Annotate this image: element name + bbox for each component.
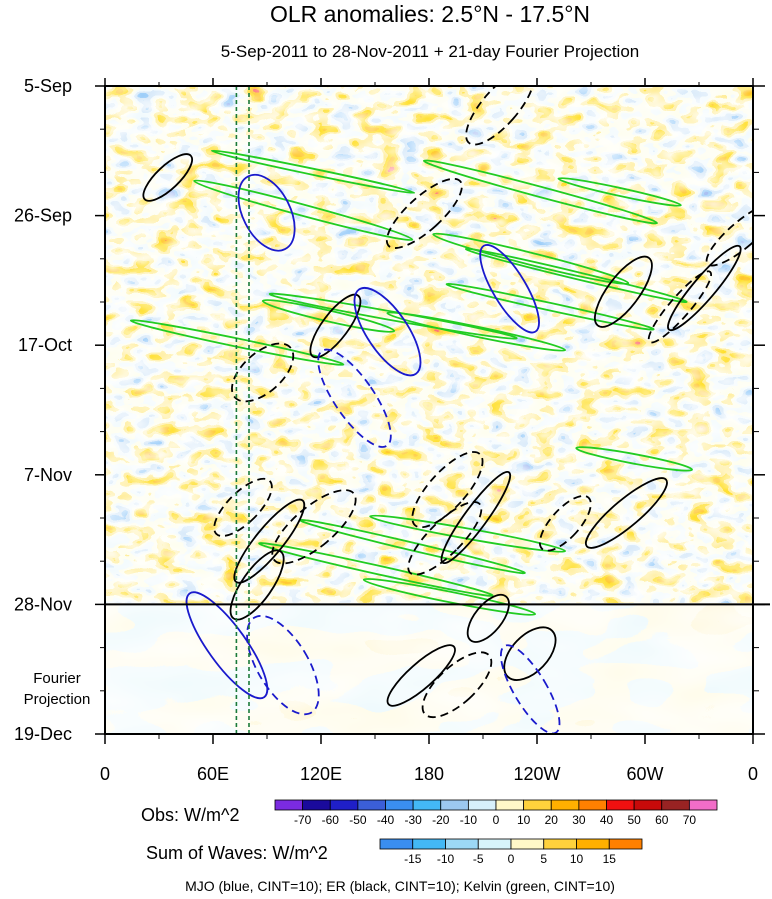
- hovmoller-chart: OLR anomalies: 2.5°N - 17.5°N 5-Sep-2011…: [0, 0, 772, 899]
- colorbar-box: [662, 800, 690, 810]
- y-tick-label: 17-Oct: [18, 335, 72, 355]
- colorbar-level-label: 40: [600, 813, 614, 827]
- colorbar-level-label: 15: [603, 852, 617, 866]
- colorbar-level-label: 70: [683, 813, 697, 827]
- colorbar-box: [468, 800, 496, 810]
- colorbar-level-label: -10: [437, 852, 455, 866]
- y-tick-label: 26-Sep: [14, 206, 72, 226]
- obs-colorbar-label: Obs: W/m^2: [141, 805, 239, 825]
- waves-colorbar: -15 -10 -5 0 5 10 15: [380, 839, 642, 866]
- colorbar-box: [544, 839, 577, 849]
- colorbar-level-label: -40: [377, 813, 395, 827]
- colorbar-box: [303, 800, 331, 810]
- plot-area: [105, 59, 772, 741]
- colorbar-box: [413, 839, 446, 849]
- colorbar-level-label: 30: [572, 813, 586, 827]
- colorbar-box: [330, 800, 358, 810]
- colorbar-box: [577, 839, 610, 849]
- colorbar-box: [358, 800, 386, 810]
- x-tick-label: 0: [100, 764, 110, 784]
- colorbar-level-label: 10: [570, 852, 584, 866]
- y-tick-label: 5-Sep: [24, 76, 72, 96]
- colorbar-level-label: -60: [322, 813, 340, 827]
- y-tick-label: 28-Nov: [14, 594, 72, 614]
- obs-colorbar: -70 -60 -50 -40 -30 -20 -10 0 10 20 30 40 50 60 70: [275, 800, 717, 827]
- colorbar-level-label: -30: [404, 813, 422, 827]
- colorbar-level-label: -5: [473, 852, 484, 866]
- x-tick-label: 180: [414, 764, 444, 784]
- chart-subtitle: 5-Sep-2011 to 28-Nov-2011 + 21-day Fouri…: [221, 42, 639, 61]
- colorbar-box: [496, 800, 524, 810]
- colorbar-level-label: -10: [460, 813, 478, 827]
- colorbar-box: [441, 800, 469, 810]
- colorbar-level-label: -50: [349, 813, 367, 827]
- colorbar-box: [579, 800, 607, 810]
- colorbar-level-label: 60: [655, 813, 669, 827]
- colorbar-level-label: -15: [404, 852, 422, 866]
- x-tick-label: 120W: [513, 764, 560, 784]
- waves-colorbar-label: Sum of Waves: W/m^2: [146, 843, 328, 863]
- y-tick-label: 19-Dec: [14, 724, 72, 744]
- colorbar-box: [551, 800, 579, 810]
- colorbar-box: [275, 800, 303, 810]
- x-tick-label: 120E: [300, 764, 342, 784]
- colorbar-level-label: 20: [545, 813, 559, 827]
- contour-legend: MJO (blue, CINT=10); ER (black, CINT=10)…: [185, 878, 615, 894]
- projection-label: Fourier Projection: [24, 670, 91, 708]
- colorbar-box: [511, 839, 544, 849]
- colorbar-level-label: -20: [432, 813, 450, 827]
- colorbar-level-label: 10: [517, 813, 531, 827]
- colorbar-level-label: 0: [493, 813, 500, 827]
- colorbar-box: [446, 839, 479, 849]
- colorbar-level-label: -70: [294, 813, 312, 827]
- colorbar-level-label: 0: [508, 852, 515, 866]
- chart-title: OLR anomalies: 2.5°N - 17.5°N: [270, 1, 590, 27]
- colorbar-box: [634, 800, 662, 810]
- colorbar-box: [380, 839, 413, 849]
- colorbar-box: [386, 800, 414, 810]
- colorbar-box: [607, 800, 635, 810]
- colorbar-box: [413, 800, 441, 810]
- x-tick-label: 0: [748, 764, 758, 784]
- colorbar-level-label: 50: [627, 813, 641, 827]
- colorbar-box: [689, 800, 717, 810]
- colorbar-box: [524, 800, 552, 810]
- colorbar-box: [609, 839, 642, 849]
- projected-olr-field: [105, 603, 753, 734]
- colorbar-box: [478, 839, 511, 849]
- x-tick-label: 60W: [626, 764, 663, 784]
- y-tick-label: 7-Nov: [24, 465, 72, 485]
- x-tick-label: 60E: [197, 764, 229, 784]
- colorbar-level-label: 5: [540, 852, 547, 866]
